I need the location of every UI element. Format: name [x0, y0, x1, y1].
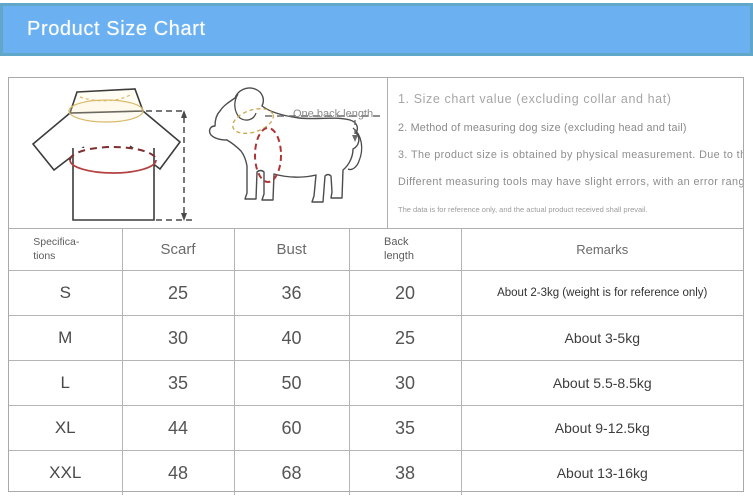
measurement-section: One back length 1. Size chart value (exc… — [9, 78, 743, 229]
note-line-1: 1. Size chart value (excluding collar an… — [398, 92, 672, 106]
remarks-cell: About 13-16kg — [460, 450, 743, 495]
back-cell: 30 — [348, 360, 462, 406]
notes-panel: 1. Size chart value (excluding collar an… — [387, 78, 743, 228]
col-header-specifications: Specifica-tions — [9, 229, 123, 271]
title-bar: Product Size Chart — [0, 3, 753, 56]
scarf-cell: 30 — [121, 315, 235, 361]
back-length-label: One back length — [293, 108, 374, 120]
size-cell: XXL — [9, 450, 123, 495]
back-cell: 25 — [348, 315, 462, 361]
remarks-cell: About 9-12.5kg — [460, 405, 743, 451]
back-cell: 35 — [348, 405, 462, 451]
bust-cell: 60 — [233, 405, 350, 451]
note-line-2: 2. Method of measuring dog size (excludi… — [398, 122, 687, 134]
col-header-back-length: Back length — [348, 229, 462, 271]
scarf-cell: 35 — [121, 360, 235, 406]
scarf-cell: 25 — [121, 270, 235, 316]
page-title: Product Size Chart — [27, 18, 206, 40]
table-row: L 35 50 30 About 5.5-8.5kg — [9, 360, 743, 406]
size-cell: M — [9, 315, 123, 361]
size-cell: S — [9, 270, 123, 316]
col-header-bust: Bust — [233, 229, 350, 271]
remarks-cell: About 2-3kg (weight is for reference onl… — [460, 270, 743, 316]
table-row: S 25 36 20 About 2-3kg (weight is for re… — [9, 270, 743, 316]
measurement-diagrams: One back length — [9, 78, 387, 228]
bust-cell: 50 — [233, 360, 350, 406]
table-header-row: Specifica-tions Scarf Bust Back length R… — [9, 229, 743, 271]
size-cell: L — [9, 360, 123, 406]
back-cell: 20 — [348, 270, 462, 316]
note-line-5: The data is for reference only, and the … — [398, 205, 648, 214]
scarf-cell: 48 — [121, 450, 235, 495]
back-cell: 38 — [348, 450, 462, 495]
size-chart-sheet: One back length 1. Size chart value (exc… — [8, 77, 744, 495]
dog-diagram-icon — [208, 87, 381, 203]
note-line-3: 3. The product size is obtained by physi… — [398, 149, 743, 161]
size-table: Specifica-tions Scarf Bust Back length R… — [9, 229, 743, 495]
remarks-cell: About 3-5kg — [460, 315, 743, 361]
table-row: XXL 48 68 38 About 13-16kg — [9, 450, 743, 495]
remarks-cell: About 5.5-8.5kg — [460, 360, 743, 406]
size-cell: XL — [9, 405, 123, 451]
col-header-remarks: Remarks — [460, 229, 743, 271]
bust-cell: 68 — [233, 450, 350, 495]
bust-cell: 40 — [233, 315, 350, 361]
table-row: M 30 40 25 About 3-5kg — [9, 315, 743, 361]
note-line-4: Different measuring tools may have sligh… — [398, 176, 743, 188]
table-row: XL 44 60 35 About 9-12.5kg — [9, 405, 743, 451]
garment-diagram-icon — [31, 88, 192, 221]
bust-cell: 36 — [233, 270, 350, 316]
col-header-scarf: Scarf — [121, 229, 235, 271]
scarf-cell: 44 — [121, 405, 235, 451]
